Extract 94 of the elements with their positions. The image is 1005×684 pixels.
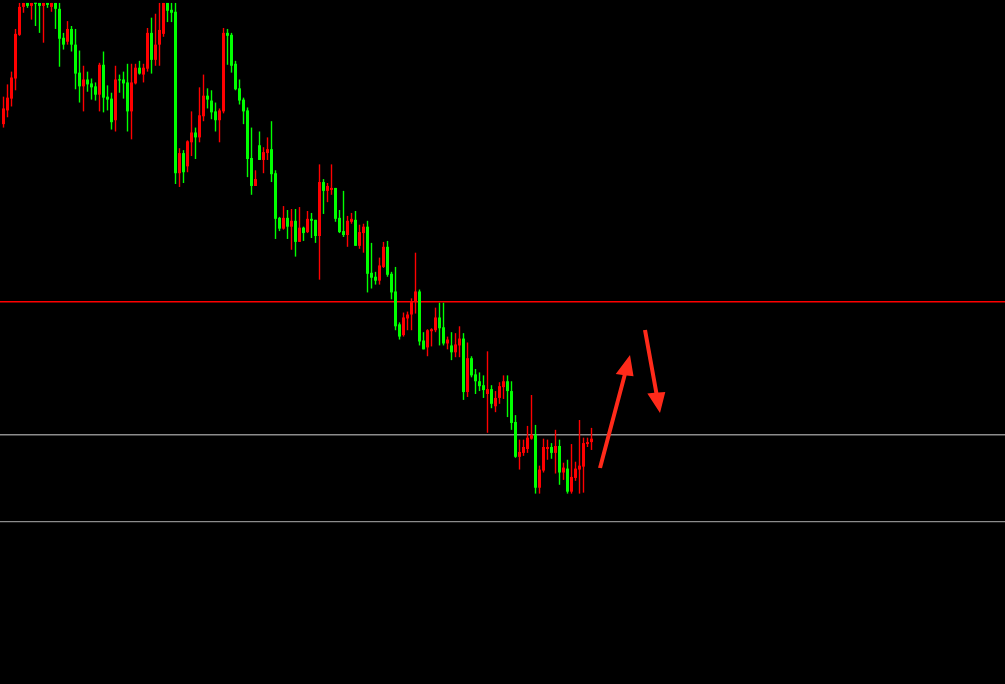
candlestick xyxy=(462,332,465,401)
candlestick xyxy=(130,63,133,141)
candlestick xyxy=(138,60,141,76)
candlestick xyxy=(582,436,585,494)
candlestick xyxy=(506,374,509,418)
candlestick xyxy=(558,438,561,486)
candlestick xyxy=(58,2,61,68)
candlestick xyxy=(286,209,289,240)
candlestick xyxy=(146,27,149,73)
candlestick xyxy=(454,332,457,358)
candlestick xyxy=(302,225,305,242)
candlestick xyxy=(310,212,313,239)
candlestick xyxy=(570,443,573,495)
candlestick xyxy=(450,331,453,361)
candlestick xyxy=(114,65,117,133)
candlestick xyxy=(206,87,209,110)
candlestick xyxy=(166,2,169,23)
candlestick xyxy=(306,210,309,234)
candlestick xyxy=(314,219,317,244)
candlestick xyxy=(70,25,73,53)
candlestick xyxy=(522,438,525,457)
candlestick xyxy=(482,374,485,399)
candlestick xyxy=(50,2,53,13)
candlestick xyxy=(262,146,265,174)
candlestick xyxy=(290,208,293,251)
candlestick xyxy=(294,208,297,258)
candlestick xyxy=(22,2,25,14)
candlestick xyxy=(210,89,213,120)
candlestick xyxy=(2,95,5,129)
candlestick xyxy=(102,50,105,114)
candlestick xyxy=(374,271,377,286)
candlestick xyxy=(466,341,469,398)
candlestick xyxy=(86,70,89,93)
candlestick xyxy=(38,2,41,34)
candlestick xyxy=(438,302,441,347)
candlestick xyxy=(554,429,557,475)
candlestick xyxy=(346,215,349,248)
candlestick xyxy=(26,2,29,9)
candlestick xyxy=(402,311,405,338)
candlestick xyxy=(226,28,229,66)
candlestick xyxy=(326,182,329,203)
candlestick xyxy=(434,306,437,333)
candlestick xyxy=(154,13,157,67)
candlestick xyxy=(90,77,93,101)
candlestick xyxy=(562,462,565,481)
candlestick xyxy=(254,169,257,187)
candlestick xyxy=(534,424,537,495)
candlestick xyxy=(366,220,369,294)
candlestick xyxy=(518,438,521,471)
candlestick xyxy=(178,147,181,188)
candlestick xyxy=(362,223,365,254)
candlestick xyxy=(298,206,301,243)
candlestick xyxy=(342,190,345,238)
candlestick xyxy=(490,384,493,409)
candlestick xyxy=(526,425,529,454)
candlestick xyxy=(478,371,481,392)
candlestick xyxy=(578,419,581,495)
candlestick xyxy=(54,2,57,30)
candlestick xyxy=(82,65,85,113)
candlestick xyxy=(358,224,361,250)
candlestick xyxy=(126,63,129,133)
candlestick xyxy=(66,20,69,46)
candlestick xyxy=(330,163,333,196)
candlestick xyxy=(258,130,261,161)
candlestick xyxy=(318,163,321,281)
candlestick xyxy=(158,2,161,67)
candlestick xyxy=(486,350,489,434)
candlestick xyxy=(566,459,569,495)
candlestick xyxy=(266,136,269,161)
candlestick xyxy=(150,16,153,75)
candlestick xyxy=(46,2,49,9)
candlestick xyxy=(550,442,553,460)
candlestick xyxy=(322,178,325,215)
candlestick xyxy=(214,101,217,133)
candlestick xyxy=(198,86,201,143)
candlestick xyxy=(42,2,45,44)
candlestick xyxy=(354,210,357,247)
candlestick xyxy=(98,62,101,113)
candlestick xyxy=(418,288,421,347)
candlestick xyxy=(110,92,113,131)
candlestick xyxy=(502,374,505,400)
candlestick xyxy=(470,355,473,379)
candlestick xyxy=(30,2,33,21)
candlestick xyxy=(590,427,593,451)
candlestick xyxy=(494,390,497,413)
candlestick xyxy=(426,328,429,357)
candlestick xyxy=(94,81,97,102)
candlestick xyxy=(182,149,185,184)
candlestick xyxy=(74,28,77,90)
candlestick xyxy=(282,205,285,231)
candlestick xyxy=(442,302,445,347)
candlestick xyxy=(498,381,501,405)
candlestick xyxy=(78,49,81,104)
candlestick xyxy=(194,126,197,160)
